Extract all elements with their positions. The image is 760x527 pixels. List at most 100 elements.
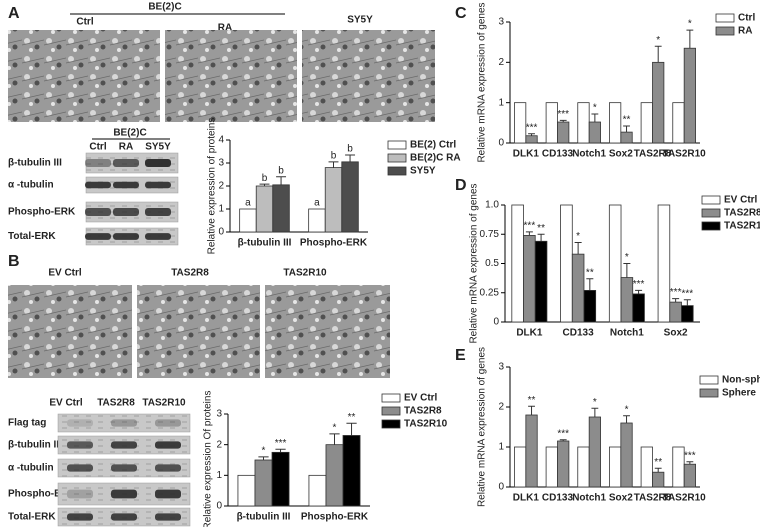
legend-swatch xyxy=(381,406,401,416)
bar xyxy=(557,440,570,488)
micrograph xyxy=(8,30,160,122)
blot-band xyxy=(111,419,137,427)
error-bar xyxy=(683,299,691,306)
blot-band xyxy=(145,233,171,240)
y-tick-label: 2 xyxy=(216,439,222,450)
image-title: TAS2R8 xyxy=(171,268,209,279)
error-bar xyxy=(537,233,545,242)
error-bar xyxy=(528,405,535,415)
x-tick-label: DLK1 xyxy=(513,493,540,504)
bar xyxy=(657,204,671,323)
bar xyxy=(271,451,290,507)
error-bar xyxy=(574,241,582,255)
blot-band xyxy=(67,441,93,449)
y-tick-label: 3 xyxy=(498,17,504,28)
y-axis-label: Relative mRNA expression of genes xyxy=(469,183,480,343)
y-tick-label: 0.75 xyxy=(480,229,500,240)
legend-swatch xyxy=(699,388,719,398)
blot-band xyxy=(85,208,111,216)
y-axis-label: Relative mRNA expression of genes xyxy=(477,2,488,162)
y-tick-label: 3 xyxy=(218,158,224,169)
image-title: SY5Y xyxy=(347,15,373,26)
blot-band xyxy=(67,464,93,472)
blot-band xyxy=(111,441,137,449)
bar xyxy=(683,47,696,144)
significance-label: *** xyxy=(684,450,696,461)
lane-label: RA xyxy=(119,142,133,153)
error-bar xyxy=(586,278,594,291)
legend-swatch xyxy=(701,221,721,231)
blot-band xyxy=(111,489,137,499)
significance-label: *** xyxy=(526,122,538,133)
bar xyxy=(545,446,558,488)
y-tick-label: 1 xyxy=(218,204,224,215)
x-tick-label: Notch1 xyxy=(572,493,606,504)
bar xyxy=(239,208,257,233)
significance-label: * xyxy=(333,423,337,434)
blot-band xyxy=(85,181,111,189)
significance-label: b xyxy=(262,173,268,184)
error-bar xyxy=(276,176,287,185)
significance-label: ** xyxy=(623,115,631,126)
legend-label: EV Ctrl xyxy=(724,195,758,206)
error-bar xyxy=(623,263,631,278)
legend-swatch xyxy=(387,166,407,176)
x-tick-label: Sox2 xyxy=(609,149,633,160)
y-tick-label: 0 xyxy=(493,317,499,328)
error-bar xyxy=(686,29,694,49)
image-title: TAS2R10 xyxy=(283,268,327,279)
y-tick-label: 0.5 xyxy=(485,258,499,269)
y-axis-label: Relative expression Of proteins xyxy=(203,391,214,527)
y-axis-label: Relative mRNA expression of genes xyxy=(477,347,488,507)
significance-label: ** xyxy=(348,412,356,423)
panel-label: E xyxy=(455,347,466,364)
micrograph xyxy=(137,285,260,378)
error-bar xyxy=(258,456,269,460)
blot-band xyxy=(67,513,93,521)
y-tick-label: 2 xyxy=(498,402,504,413)
error-bar xyxy=(635,289,643,294)
y-tick-label: 1 xyxy=(498,442,504,453)
legend-label: Ctrl xyxy=(738,13,755,24)
y-tick-label: 1.0 xyxy=(485,200,499,211)
blot-band xyxy=(155,419,181,427)
significance-label: ** xyxy=(654,457,662,468)
error-bar xyxy=(654,467,662,473)
significance-label: b xyxy=(278,165,284,176)
blot-band xyxy=(113,208,139,216)
significance-label: * xyxy=(625,404,629,415)
legend-label: TAS2R10 xyxy=(404,419,448,430)
lane-label: TAS2R8 xyxy=(97,398,135,409)
error-bar xyxy=(559,119,567,123)
blot-row-label: β-tubulin III xyxy=(8,158,62,169)
x-tick-label: CD133 xyxy=(563,328,595,339)
y-tick-label: 3 xyxy=(498,362,504,373)
legend-label: SY5Y xyxy=(410,166,436,177)
bar xyxy=(620,277,634,323)
significance-label: ** xyxy=(537,223,545,234)
y-tick-label: 3 xyxy=(216,409,222,420)
error-bar xyxy=(654,45,662,63)
significance-label: *** xyxy=(681,288,693,299)
bar xyxy=(588,416,601,488)
blot-band xyxy=(155,489,181,499)
x-tick-label: β-tubulin III xyxy=(238,238,292,249)
blot-band xyxy=(113,159,139,167)
significance-label: *** xyxy=(633,279,645,290)
blot-row-label: β-tubulin III xyxy=(8,440,62,451)
image-title: Ctrl xyxy=(76,17,93,28)
error-bar xyxy=(591,407,599,417)
legend-label: Sphere xyxy=(722,388,756,399)
error-bar xyxy=(329,433,340,445)
blot-band xyxy=(85,159,111,167)
error-bar xyxy=(275,448,286,453)
legend-swatch xyxy=(381,393,401,403)
blot-band xyxy=(111,513,137,521)
blot-row-label: Phospho-ERK xyxy=(8,207,76,218)
x-tick-label: Notch1 xyxy=(610,328,644,339)
y-tick-label: 1 xyxy=(216,470,222,481)
panel-label: A xyxy=(8,5,20,22)
bar xyxy=(341,161,359,233)
bar xyxy=(254,459,273,507)
